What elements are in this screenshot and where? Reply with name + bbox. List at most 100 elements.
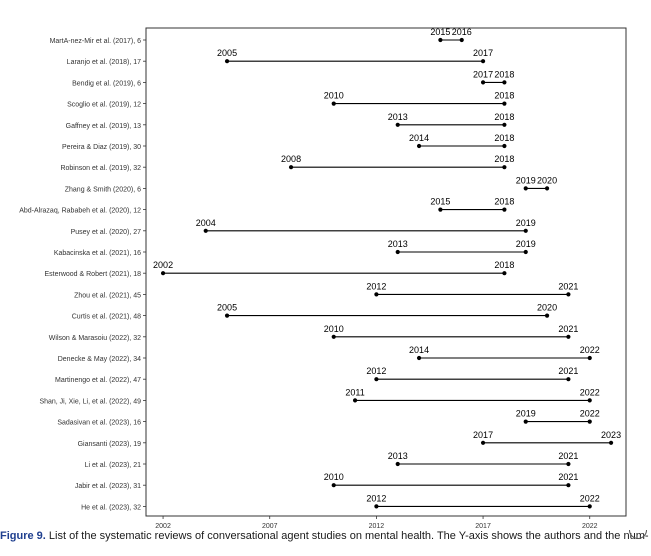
range-start-point [374,292,379,297]
range-end-label: 2023 [601,430,621,440]
y-tick-label: Kabacinska et al. (2021), 16 [54,250,141,257]
range-end-point [502,80,507,85]
y-tick-label: Scoglio et al. (2019), 12 [67,102,141,109]
range-start-label: 2015 [430,197,450,207]
figure-caption: Figure 9. List of the systematic reviews… [0,530,651,556]
range-end-point [502,122,507,127]
range-end-label: 2019 [516,218,536,228]
y-tick-label: Robinson et al. (2019), 32 [60,165,141,172]
range-end-label: 2020 [537,175,557,185]
range-start-point [288,165,294,170]
range-start-point [331,483,336,488]
y-tick-label: Curtis et al. (2021), 48 [72,314,141,321]
range-end-point [544,313,550,318]
range-end-point [566,334,571,339]
range-end-label: 2021 [558,366,578,376]
range-start-point [160,271,166,276]
range-end-point [587,355,592,361]
y-tick-label: Giansanti (2023), 19 [78,441,142,448]
figure-caption-label: Figure 9. [0,530,46,542]
range-start-label: 2011 [345,387,364,397]
range-end-label: 2022 [580,493,600,503]
range-start-point [331,334,336,339]
y-tick-label: Sadasivan et al. (2023), 16 [57,420,141,427]
range-start-label: 2019 [516,409,536,419]
y-tick-label: Shan, Ji, Xie, Li, et al. (2022), 49 [39,398,141,405]
range-end-label: 2021 [558,324,578,334]
range-end-label: 2018 [494,91,514,101]
range-start-label: 2008 [281,154,301,164]
range-end-point [480,59,486,64]
range-start-label: 2017 [473,69,493,79]
y-tick-label: He et al. (2023), 32 [81,504,141,511]
range-start-label: 2002 [153,260,173,270]
y-tick-label: Gaffney et al. (2019), 13 [66,123,141,130]
y-tick-label: MartA-nez-Mir et al. (2017), 6 [50,38,142,45]
range-start-label: 2012 [366,281,386,291]
range-end-point [502,207,507,212]
range-start-label: 2013 [388,451,408,461]
range-end-point [502,101,507,106]
range-start-point [395,249,400,255]
range-end-label: 2022 [580,409,600,419]
range-end-point [502,165,507,170]
range-start-label: 2010 [324,324,344,334]
range-start-label: 2010 [324,91,344,101]
plot-panel [145,27,627,517]
x-tick-label: 2007 [262,523,278,530]
y-tick-label: Zhang & Smith (2020), 6 [65,186,141,193]
range-start-point [352,398,358,403]
range-start-point [480,80,486,85]
range-start-point [523,186,528,191]
range-end-point [523,249,528,255]
range-end-point [587,398,592,403]
range-start-point [480,440,486,445]
range-end-label: 2018 [494,154,514,164]
range-start-point [331,101,336,106]
range-end-label: 2021 [558,451,578,461]
range-start-point [438,37,443,43]
range-start-label: 2004 [196,218,216,228]
range-start-point [438,207,443,212]
range-start-label: 2013 [388,112,408,122]
range-start-label: 2019 [516,175,536,185]
y-tick-label: Bendig et al. (2019), 6 [72,80,141,87]
range-start-point [374,504,379,509]
range-end-point [502,143,507,149]
range-end-label: 2018 [494,260,514,270]
range-end-point [608,440,614,445]
range-end-point [566,292,571,297]
range-end-label: 2022 [580,387,600,397]
y-tick-label: Laranjo et al. (2018), 17 [67,59,141,66]
figure-caption-text: List of the systematic reviews of conver… [45,530,649,542]
y-tick-label: Abd-Alrazaq, Rababeh et al. (2020), 12 [19,208,141,215]
x-tick-label: 2002 [155,523,171,530]
y-tick-label: Zhou et al. (2021), 45 [74,292,141,299]
y-tick-label: Jabir et al. (2023), 31 [75,483,141,490]
y-tick-label: Pereira & Diaz (2019), 30 [62,144,141,151]
x-tick-label: 2017 [475,523,491,530]
range-start-point [395,461,400,467]
range-end-label: 2020 [537,303,557,313]
y-tick-label: Martinengo et al. (2022), 47 [55,377,141,384]
range-start-label: 2015 [430,27,450,37]
range-end-label: 2018 [494,69,514,79]
range-end-point [566,483,571,488]
range-start-label: 2014 [409,133,429,143]
range-end-label: 2022 [580,345,600,355]
range-start-label: 2012 [366,493,386,503]
range-start-point [224,59,230,64]
x-tick-label: 2012 [369,523,385,530]
range-end-point [523,228,528,233]
range-end-point [459,37,464,43]
range-start-label: 2010 [324,472,344,482]
range-start-point [374,377,379,382]
range-start-point [523,419,528,424]
range-start-point [203,228,208,233]
range-start-label: 2012 [366,366,386,376]
range-end-point [587,504,592,509]
x-tick-label: 2022 [582,523,598,530]
y-tick-label: Wilson & Marasoiu (2022), 32 [49,335,141,342]
y-tick-label: Li et al. (2023), 21 [85,462,142,469]
range-end-label: 2016 [452,27,472,37]
